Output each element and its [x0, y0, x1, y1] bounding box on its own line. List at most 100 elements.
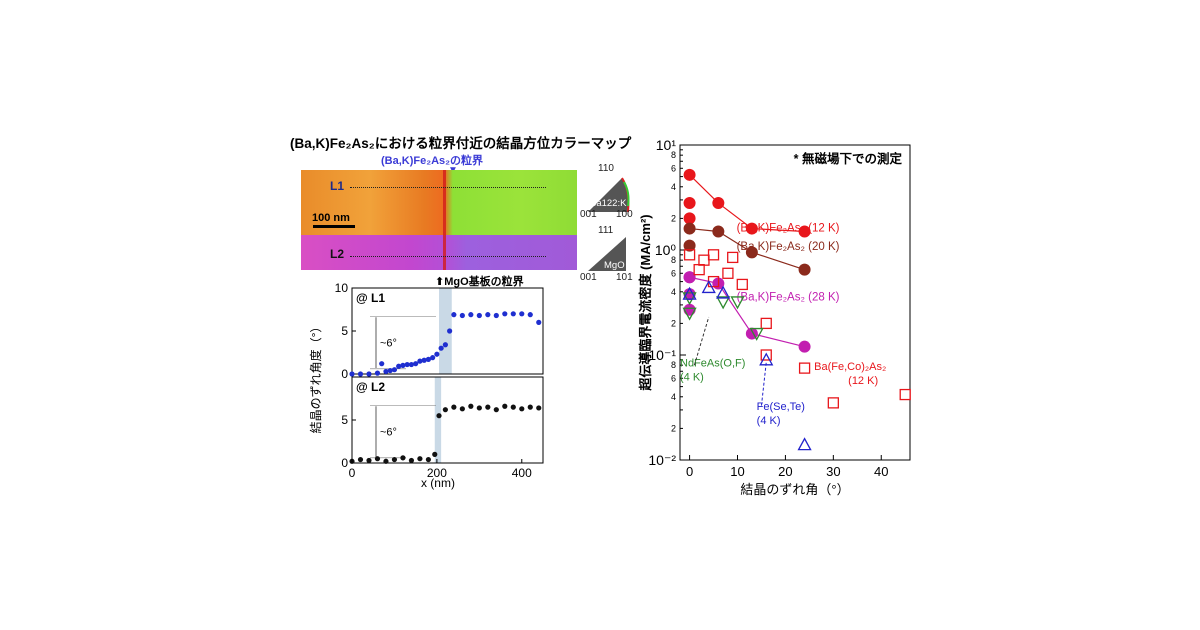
y-tick-label: 0: [341, 456, 348, 470]
data-point: [798, 362, 811, 374]
data-point: [682, 292, 697, 306]
x-axis-label: x (nm): [421, 476, 455, 490]
series-label: (Ba,K)Fe₂As₂ (28 K): [737, 292, 840, 304]
data-point: [683, 212, 696, 225]
data-point: [536, 319, 542, 325]
data-point: [459, 406, 465, 412]
data-point: [502, 311, 508, 317]
x-tick-label: 40: [874, 464, 888, 479]
data-point: [387, 367, 393, 374]
data-point: [404, 361, 410, 368]
orientation-color-map: [301, 170, 577, 270]
scale-bar: [313, 225, 355, 228]
x-tick-label: 0: [686, 464, 693, 479]
data-point: [736, 278, 748, 291]
map-ba122-region: [301, 170, 577, 235]
x-tick-label: 10: [730, 464, 744, 479]
mgo-orientation-legend: [588, 237, 626, 271]
data-point: [417, 456, 423, 462]
line-l1-label: L1: [330, 179, 345, 193]
y-minor-label: 6: [671, 163, 676, 173]
grain-boundary-label: (Ba,K)Fe₂As₂の粒界: [381, 155, 484, 167]
data-point: [683, 197, 696, 210]
mgo-legend-name: MgO: [604, 260, 625, 271]
y-minor-label: 4: [671, 287, 676, 297]
series-label: (Ba,K)Fe₂As₂ (20 K): [737, 241, 840, 253]
y-minor-label: 2: [671, 213, 676, 223]
data-point: [798, 340, 811, 353]
data-point: [712, 225, 725, 238]
y-tick-label: 0: [341, 367, 348, 381]
series-label: Fe(Se,Te): [757, 401, 805, 413]
data-point: [682, 286, 697, 300]
panel-label: @ L2: [356, 380, 385, 394]
x-axis-label: 結晶のずれ角（°）: [740, 482, 849, 497]
y-tick-label: 5: [341, 413, 348, 427]
data-point: [716, 285, 731, 299]
up-arrow-icon: ⬆: [435, 276, 445, 288]
angle-annotation: ~6°: [380, 338, 397, 350]
series-label-temp: (12 K): [848, 375, 878, 387]
boundary-band: [434, 377, 442, 463]
mgo-boundary-label: ⬆MgO基板の粒界: [435, 273, 524, 289]
line-l1-dots: [350, 187, 546, 188]
data-point: [476, 312, 482, 319]
data-point: [527, 312, 533, 318]
y-tick-label: 10: [335, 282, 349, 295]
line-l2-label: L2: [330, 247, 345, 261]
data-point: [899, 388, 911, 401]
data-point: [827, 397, 839, 409]
ba122-legend-name: Ba122:K: [590, 198, 627, 209]
data-point: [701, 280, 716, 294]
y-minor-label: 2: [671, 318, 676, 328]
data-point: [442, 407, 448, 413]
leader-line: [760, 362, 767, 406]
series-label: Ba(Fe,Co)₂As₂: [814, 361, 886, 373]
data-point: [451, 404, 457, 410]
panel-label: @ L1: [356, 291, 385, 305]
data-point: [683, 239, 696, 252]
y-tick-label: 5: [341, 324, 348, 338]
x-tick-label: 30: [826, 464, 840, 479]
data-point: [436, 413, 442, 419]
data-point: [421, 357, 427, 363]
data-point: [391, 456, 398, 463]
data-point: [519, 311, 525, 317]
data-point: [379, 361, 385, 367]
mgo-right-label: 101: [616, 272, 633, 283]
data-point: [693, 263, 705, 276]
y-axis-label: 超伝導臨界電流密度 (MA/cm²): [638, 214, 653, 390]
data-point: [683, 271, 696, 284]
x-tick-label: 0: [349, 466, 356, 480]
data-point: [366, 371, 372, 377]
data-point: [510, 404, 516, 410]
data-point: [374, 456, 381, 462]
data-point: [468, 312, 474, 318]
data-point: [357, 371, 364, 377]
y-minor-label: 8: [671, 360, 676, 370]
data-point: [797, 437, 812, 451]
data-point: [745, 246, 758, 259]
data-point: [722, 267, 734, 279]
data-point: [745, 222, 758, 235]
jc-vs-angle-chart: * 無磁場下での測定 2 4 6 8 2 4 6 8 2 4 6 8 10⁻² 10⁻¹ 10⁰ 10¹ 0 10 2…: [638, 137, 911, 497]
line-l2-dots: [350, 256, 546, 257]
ba122-orientation-legend: [588, 177, 630, 213]
data-point: [451, 312, 457, 318]
y-minor-label: 4: [671, 182, 676, 192]
ba122-right-label: 100: [616, 209, 633, 220]
data-point: [527, 404, 533, 410]
data-point: [432, 451, 438, 457]
x-tick-label: 400: [512, 466, 532, 480]
data-point: [438, 345, 444, 351]
data-point: [430, 355, 436, 361]
figure-title: (Ba,K)Fe₂As₂における粒界付近の結晶方位カラーマップ: [290, 136, 632, 151]
data-point: [366, 457, 372, 464]
data-point: [683, 288, 696, 301]
data-point: [485, 404, 491, 410]
data-point: [698, 254, 710, 266]
data-point: [383, 368, 389, 375]
series-line: [689, 174, 805, 233]
series-label-temp: (4 K): [680, 371, 704, 383]
y-minor-label: 8: [671, 255, 676, 265]
